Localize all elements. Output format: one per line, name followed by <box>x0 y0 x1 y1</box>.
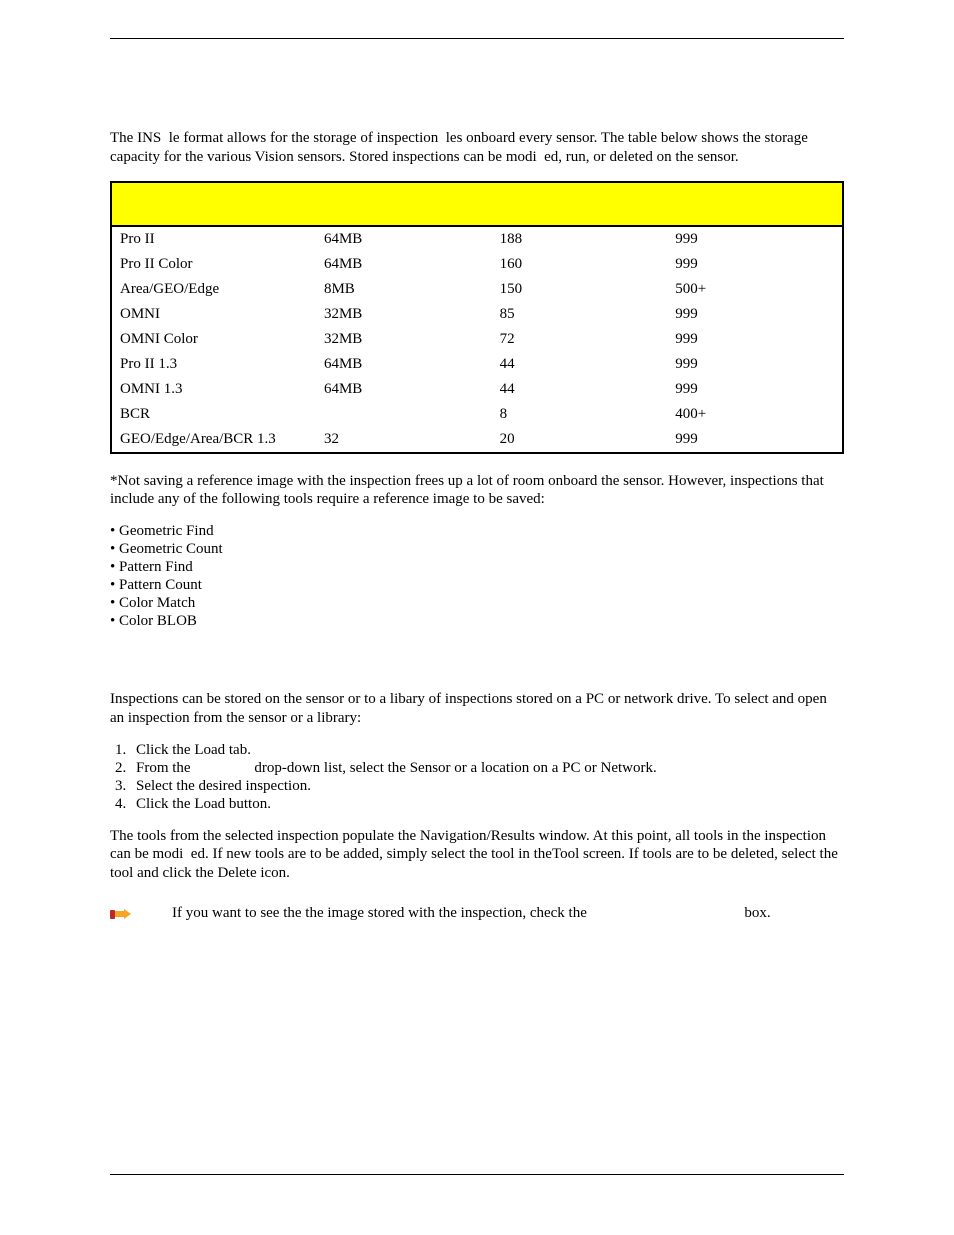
table-cell: 44 <box>492 352 668 377</box>
table-cell: 999 <box>667 427 843 453</box>
table-cell: 400+ <box>667 402 843 427</box>
table-cell: 999 <box>667 226 843 252</box>
tip-text-a: If you want to see the the image stored … <box>172 905 587 921</box>
step-item: Click the Load button. <box>130 796 844 813</box>
table-row: Area/GEO/Edge8MB150500+ <box>111 277 843 302</box>
table-cell: GEO/Edge/Area/BCR 1.3 <box>111 427 316 453</box>
bullet-item: • Color Match <box>110 595 844 612</box>
bullet-item: • Pattern Find <box>110 559 844 576</box>
table-cell: OMNI <box>111 302 316 327</box>
table-cell: 64MB <box>316 226 492 252</box>
table-cell <box>316 402 492 427</box>
bullet-item: • Geometric Count <box>110 541 844 558</box>
table-cell: Pro II Color <box>111 252 316 277</box>
table-header-row <box>111 182 843 226</box>
table-cell: 20 <box>492 427 668 453</box>
steps-list: Click the Load tab.From the drop-down li… <box>110 742 844 813</box>
table-cell: 500+ <box>667 277 843 302</box>
tip-row: If you want to see the the image stored … <box>110 905 844 927</box>
table-row: BCR 8400+ <box>111 402 843 427</box>
table-cell: 32 <box>316 427 492 453</box>
table-row: Pro II 1.364MB44999 <box>111 352 843 377</box>
table-cell: 64MB <box>316 377 492 402</box>
table-row: Pro II Color64MB160999 <box>111 252 843 277</box>
table-cell: Pro II 1.3 <box>111 352 316 377</box>
table-cell: 72 <box>492 327 668 352</box>
table-cell: 32MB <box>316 327 492 352</box>
table-cell: Area/GEO/Edge <box>111 277 316 302</box>
step-item: Select the desired inspection. <box>130 778 844 795</box>
table-cell: 8 <box>492 402 668 427</box>
table-cell: 150 <box>492 277 668 302</box>
table-row: Pro II64MB188999 <box>111 226 843 252</box>
table-cell: 999 <box>667 302 843 327</box>
table-cell: 8MB <box>316 277 492 302</box>
table-cell: 188 <box>492 226 668 252</box>
table-cell: 64MB <box>316 352 492 377</box>
table-row: OMNI Color32MB72999 <box>111 327 843 352</box>
step-item: From the drop-down list, select the Sens… <box>130 760 844 777</box>
table-cell: 999 <box>667 377 843 402</box>
table-cell: 32MB <box>316 302 492 327</box>
bullet-item: • Geometric Find <box>110 523 844 540</box>
table-cell: 44 <box>492 377 668 402</box>
table-cell: 160 <box>492 252 668 277</box>
table-cell: 85 <box>492 302 668 327</box>
pointing-hand-icon <box>110 907 132 927</box>
load-intro-paragraph: Inspections can be stored on the sensor … <box>110 690 844 728</box>
table-cell: OMNI Color <box>111 327 316 352</box>
bottom-rule <box>110 1174 844 1175</box>
bullet-item: • Pattern Count <box>110 577 844 594</box>
step-item: Click the Load tab. <box>130 742 844 759</box>
tip-text: If you want to see the the image stored … <box>172 905 844 922</box>
footnote-paragraph: *Not saving a reference image with the i… <box>110 472 844 510</box>
table-cell: BCR <box>111 402 316 427</box>
table-cell: 999 <box>667 352 843 377</box>
bullet-item: • Color BLOB <box>110 613 844 630</box>
table-cell: Pro II <box>111 226 316 252</box>
intro-paragraph: The INS le format allows for the storage… <box>110 129 844 167</box>
table-row: OMNI32MB85999 <box>111 302 843 327</box>
bullet-list: • Geometric Find• Geometric Count• Patte… <box>110 523 844 630</box>
post-steps-paragraph: The tools from the selected inspection p… <box>110 827 844 883</box>
top-rule <box>110 38 844 39</box>
table-cell: 999 <box>667 327 843 352</box>
table-cell: 64MB <box>316 252 492 277</box>
table-row: OMNI 1.364MB44999 <box>111 377 843 402</box>
storage-table: Pro II64MB188999Pro II Color64MB160999Ar… <box>110 181 844 454</box>
table-row: GEO/Edge/Area/BCR 1.33220999 <box>111 427 843 453</box>
table-cell: 999 <box>667 252 843 277</box>
table-cell: OMNI 1.3 <box>111 377 316 402</box>
tip-text-b: box. <box>744 905 770 921</box>
